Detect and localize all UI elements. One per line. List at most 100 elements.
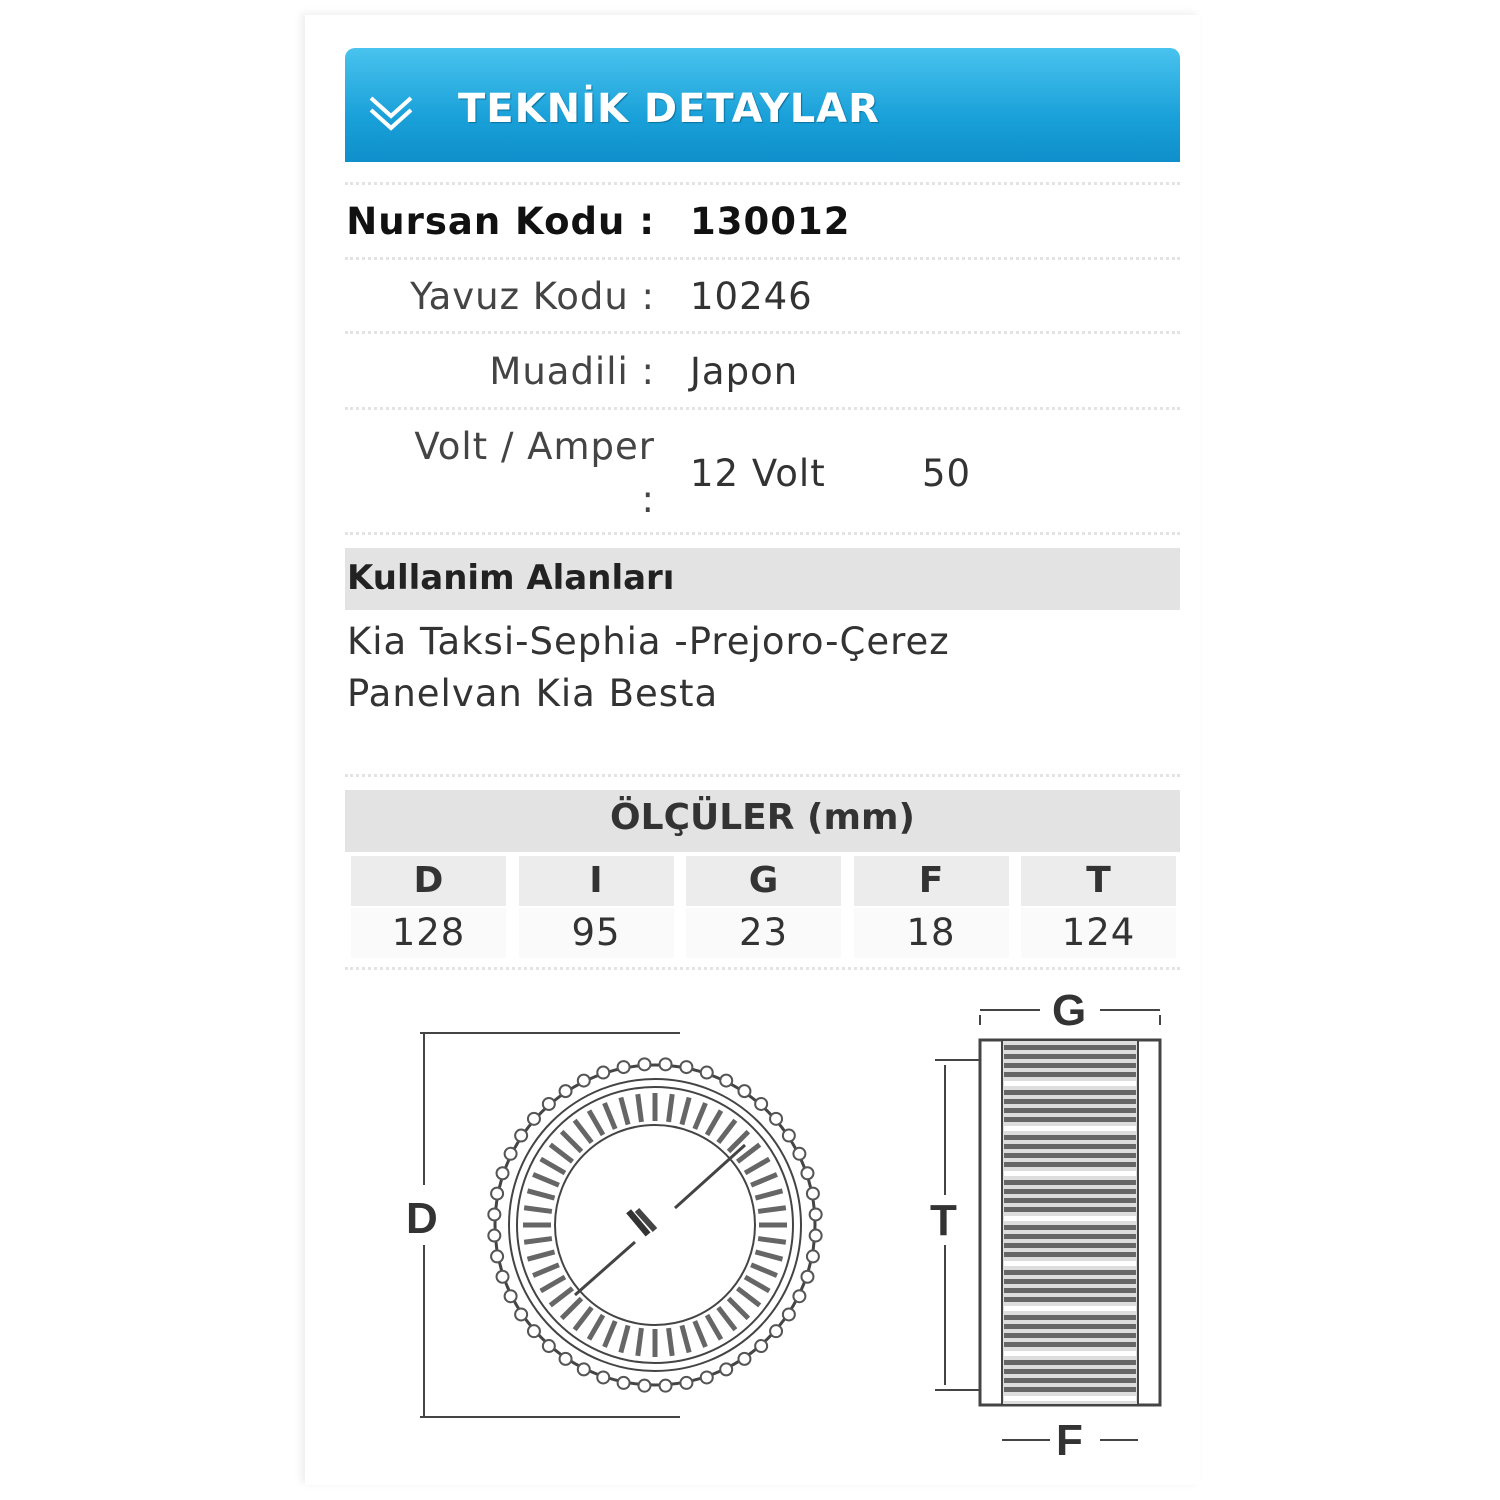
notch	[658, 1057, 673, 1072]
stripe	[1004, 1369, 1136, 1374]
chevron-icon	[369, 96, 413, 131]
slot	[692, 1102, 708, 1130]
stripe	[1004, 1396, 1136, 1401]
stripe	[1004, 1279, 1136, 1284]
slot	[548, 1286, 575, 1308]
notch	[754, 1096, 769, 1111]
notch	[808, 1207, 823, 1222]
stator-diagram: D I G T F	[406, 986, 1162, 1465]
notch	[596, 1370, 611, 1385]
notch	[808, 1228, 823, 1243]
notch	[805, 1186, 820, 1201]
stator-teeth	[487, 1057, 823, 1393]
notch	[805, 1249, 820, 1264]
slot	[750, 1262, 778, 1278]
notch	[719, 1362, 734, 1377]
slot	[559, 1129, 584, 1154]
stripe	[1004, 1189, 1136, 1194]
slot	[666, 1327, 675, 1357]
separator	[345, 331, 1180, 334]
stripe	[1004, 1333, 1136, 1338]
slot	[586, 1109, 606, 1137]
stripe	[1004, 1099, 1136, 1104]
stripe	[1004, 1162, 1136, 1167]
separator	[345, 407, 1180, 410]
slot	[635, 1093, 644, 1123]
notch	[679, 1060, 694, 1075]
notch	[792, 1146, 807, 1161]
diagram-label: D	[406, 1194, 438, 1243]
slot	[754, 1188, 784, 1201]
dimensions-title: ÖLÇÜLER (mm)	[610, 797, 915, 838]
stripe	[1004, 1378, 1136, 1383]
stripe	[1004, 1108, 1136, 1113]
notch	[503, 1146, 518, 1161]
stripe	[1004, 1081, 1136, 1086]
notch	[487, 1207, 502, 1222]
stripe	[1004, 1324, 1136, 1329]
stripe	[1004, 1297, 1136, 1302]
dimension-value: 18	[853, 908, 1009, 958]
notch	[679, 1375, 694, 1390]
notch	[576, 1362, 591, 1377]
stripe	[1004, 1351, 1136, 1356]
stripe	[1004, 1126, 1136, 1131]
slot	[726, 1296, 751, 1321]
stripe	[1004, 1180, 1136, 1185]
stripe	[1004, 1072, 1136, 1077]
notch	[658, 1378, 673, 1393]
notch	[769, 1111, 784, 1126]
slot	[539, 1274, 567, 1294]
slot	[679, 1096, 692, 1126]
stripe	[1004, 1045, 1136, 1050]
slot	[754, 1249, 784, 1262]
slot	[726, 1129, 751, 1154]
stripe	[1004, 1135, 1136, 1140]
notch	[769, 1324, 784, 1339]
slot	[679, 1324, 692, 1354]
stripe	[1004, 1306, 1136, 1311]
dimension-header: D	[351, 856, 506, 906]
slot	[618, 1324, 631, 1354]
slot	[750, 1172, 778, 1188]
stripe	[1004, 1252, 1136, 1257]
slot	[532, 1172, 560, 1188]
notch	[781, 1307, 796, 1322]
notch	[792, 1289, 807, 1304]
notch	[737, 1351, 752, 1366]
notch	[490, 1249, 505, 1264]
stripe	[1004, 1171, 1136, 1176]
slot	[526, 1249, 556, 1262]
stripe	[1004, 1225, 1136, 1230]
notch	[800, 1166, 815, 1181]
slot	[602, 1320, 618, 1348]
notch	[699, 1370, 714, 1385]
notch	[541, 1096, 556, 1111]
stripe	[1004, 1153, 1136, 1158]
stripe	[1004, 1261, 1136, 1266]
notch	[558, 1084, 573, 1099]
slot	[692, 1320, 708, 1348]
dimension-value: 95	[518, 908, 674, 958]
notch	[526, 1324, 541, 1339]
section-title: TEKNİK DETAYLAR	[458, 86, 880, 132]
slot	[716, 1118, 738, 1145]
stripe	[1004, 1342, 1136, 1347]
slot	[586, 1313, 606, 1341]
stripe	[1004, 1360, 1136, 1365]
slot	[743, 1156, 771, 1176]
separator	[345, 774, 1180, 777]
stripe	[1004, 1288, 1136, 1293]
slot	[716, 1305, 738, 1332]
slot	[572, 1118, 594, 1145]
notch	[781, 1128, 796, 1143]
notch	[616, 1375, 631, 1390]
notch	[526, 1111, 541, 1126]
notch	[541, 1339, 556, 1354]
slot	[743, 1274, 771, 1294]
notch	[576, 1073, 591, 1088]
slot	[526, 1188, 556, 1201]
detail-value: Japon	[690, 350, 799, 393]
notch	[558, 1351, 573, 1366]
